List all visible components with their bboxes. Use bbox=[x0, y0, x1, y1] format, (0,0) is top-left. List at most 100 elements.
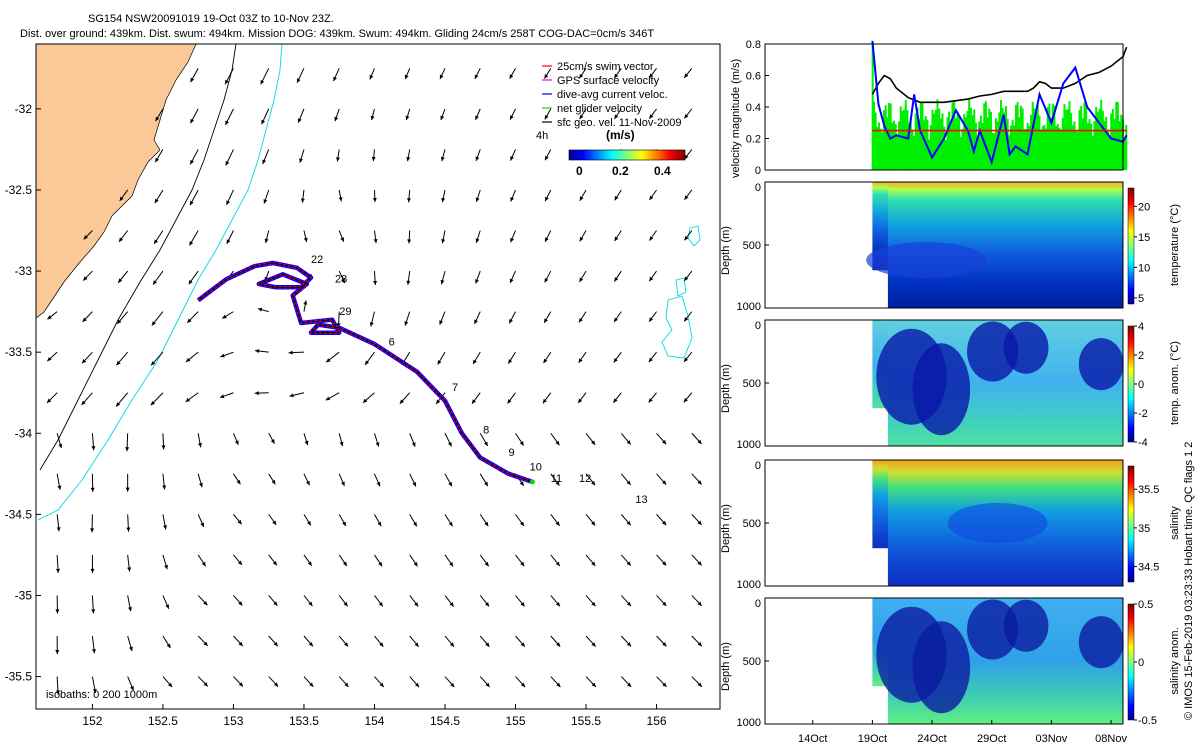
geo-arrowhead bbox=[614, 317, 618, 323]
net-velocity-bar bbox=[1036, 103, 1039, 170]
geo-arrowhead bbox=[473, 359, 477, 365]
anomaly-blob bbox=[1078, 338, 1124, 391]
geo-arrowhead bbox=[485, 682, 490, 688]
geo-arrowhead bbox=[555, 561, 560, 567]
map-ytick-7: -35.5 bbox=[5, 670, 33, 684]
colorbar-tick: 2 bbox=[1138, 350, 1144, 362]
geo-arrowhead bbox=[626, 480, 631, 485]
geo-arrowhead bbox=[55, 690, 60, 695]
geo-arrowhead bbox=[163, 525, 168, 530]
geo-arrowhead bbox=[226, 239, 231, 244]
geo-arrowhead bbox=[404, 321, 409, 326]
net-velocity-bar bbox=[1088, 119, 1091, 170]
geo-arrowhead bbox=[130, 686, 134, 691]
geo-arrowhead bbox=[237, 560, 243, 565]
geo-arrowhead bbox=[474, 319, 478, 325]
net-velocity-bar bbox=[1096, 112, 1099, 170]
geo-arrowhead bbox=[544, 318, 548, 323]
geo-arrowhead bbox=[341, 278, 345, 284]
geo-arrowhead bbox=[55, 649, 60, 655]
geo-arrowhead bbox=[439, 320, 444, 325]
geo-arrowhead bbox=[555, 481, 560, 486]
geo-arrowhead bbox=[613, 357, 618, 363]
velocity-y-axis: 0 0.2 0.4 0.6 0.8 bbox=[746, 39, 769, 177]
geo-arrowhead bbox=[220, 353, 225, 358]
net-velocity-bar bbox=[953, 101, 956, 170]
geo-arrowhead bbox=[449, 561, 454, 567]
geo-arrowhead bbox=[373, 238, 378, 244]
net-velocity-bar bbox=[1055, 126, 1058, 170]
geo-arrowhead bbox=[379, 682, 384, 687]
net-velocity-bar bbox=[961, 129, 964, 170]
geo-arrowhead bbox=[591, 601, 596, 607]
legend-dac: dive-avg current veloc. bbox=[557, 89, 668, 101]
net-velocity-bar bbox=[1081, 118, 1084, 170]
net-velocity-bar bbox=[1031, 101, 1034, 170]
geo-arrowhead bbox=[299, 158, 303, 163]
geo-arrowhead bbox=[238, 682, 243, 687]
geo-arrowhead bbox=[474, 74, 479, 79]
net-velocity-bar bbox=[963, 113, 966, 170]
geo-arrowhead bbox=[591, 480, 596, 486]
geo-arrowhead bbox=[510, 115, 514, 120]
net-velocity-bar bbox=[919, 102, 922, 170]
geo-arrowhead bbox=[272, 520, 277, 525]
section-panel-3: 0 500 1000 Depth (m) 0.5 0 -0.5 salinity anom. bbox=[720, 597, 1181, 729]
geo-arrowhead bbox=[697, 682, 702, 687]
geo-arrowhead bbox=[662, 682, 667, 687]
velocity-bars bbox=[871, 44, 1128, 170]
colorbar-tick: 20 bbox=[1138, 201, 1150, 213]
geo-arrowhead bbox=[649, 114, 654, 119]
geo-arrowhead bbox=[257, 307, 263, 312]
velocity-lines bbox=[871, 40, 1128, 166]
geo-arrowhead bbox=[365, 360, 370, 365]
geo-arrowhead bbox=[118, 278, 123, 283]
net-velocity-bar bbox=[999, 100, 1002, 170]
geo-arrowhead bbox=[648, 398, 653, 403]
map-xtick-1: 152.5 bbox=[148, 714, 178, 728]
geo-arrowhead bbox=[662, 601, 667, 606]
geo-arrowhead bbox=[151, 361, 156, 366]
geo-arrowhead bbox=[684, 195, 689, 200]
net-velocity-bar bbox=[1098, 108, 1101, 170]
geo-arrowhead bbox=[591, 682, 596, 687]
geo-arrowhead bbox=[475, 156, 480, 161]
geo-arrowhead bbox=[197, 442, 202, 448]
net-velocity-bar bbox=[988, 108, 991, 170]
net-velocity-bar bbox=[909, 117, 912, 170]
geo-arrowhead bbox=[414, 642, 419, 647]
geo-arrowhead bbox=[626, 561, 631, 566]
geo-arrowhead bbox=[119, 196, 124, 201]
section-colorbar bbox=[1127, 325, 1135, 443]
net-velocity-bar bbox=[964, 117, 967, 170]
geo-arrowhead bbox=[117, 319, 122, 324]
geo-arrowhead bbox=[578, 358, 583, 363]
net-velocity-bar bbox=[1080, 106, 1083, 170]
geo-arrowhead bbox=[684, 235, 689, 241]
geo-arrowhead bbox=[303, 237, 308, 243]
geo-arrowhead bbox=[161, 445, 166, 450]
geo-arrowhead bbox=[308, 601, 313, 607]
geo-arrowhead bbox=[697, 439, 702, 445]
section-ylabel: Depth (m) bbox=[720, 642, 732, 691]
geo-arrowhead bbox=[626, 601, 631, 607]
net-velocity-bar bbox=[1108, 135, 1111, 170]
geo-arrowhead bbox=[296, 78, 301, 83]
day-label-1: 28 bbox=[335, 273, 347, 285]
geo-arrowhead bbox=[273, 641, 278, 647]
geo-arrowhead bbox=[520, 642, 525, 647]
net-velocity-bar bbox=[1015, 104, 1018, 170]
net-velocity-bar bbox=[914, 113, 917, 170]
geo-arrowhead bbox=[307, 561, 312, 566]
geo-arrowhead bbox=[520, 561, 525, 567]
geo-arrowhead bbox=[375, 442, 380, 447]
geo-arrowhead bbox=[697, 561, 702, 566]
net-velocity-bar bbox=[1123, 141, 1126, 170]
geo-arrowhead bbox=[649, 236, 654, 241]
colorbar-tick-2: 0.4 bbox=[654, 164, 671, 178]
geo-arrowhead bbox=[128, 607, 132, 612]
geo-arrowhead bbox=[150, 401, 156, 406]
geo-arrowhead bbox=[440, 279, 445, 285]
